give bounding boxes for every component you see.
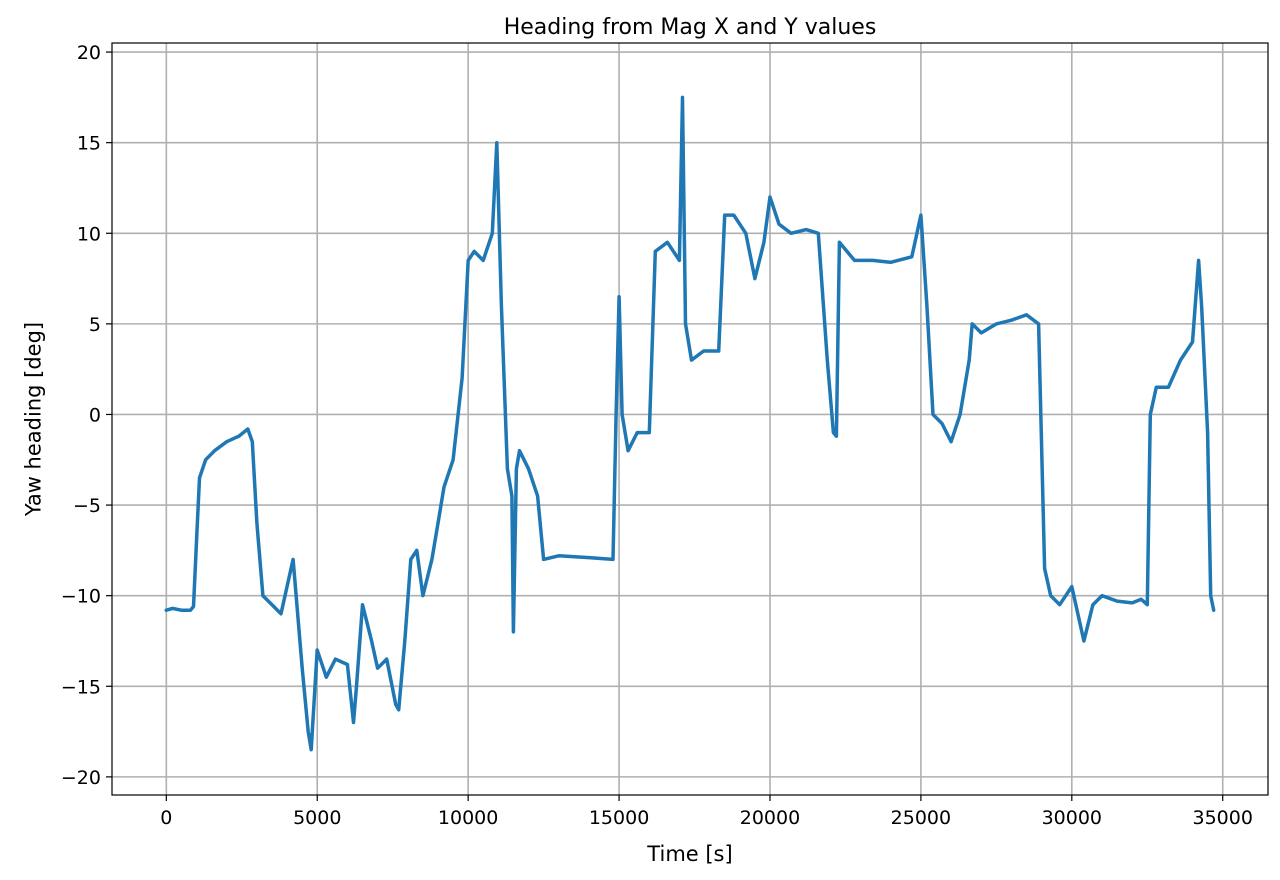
y-tick-label: 0 — [89, 404, 101, 426]
grid-lines — [112, 43, 1268, 795]
x-tick-label: 25000 — [891, 807, 951, 829]
plot-frame — [111, 42, 1269, 796]
x-tick-label: 0 — [160, 807, 172, 829]
plot-area — [164, 95, 1216, 752]
y-tick-label: −15 — [61, 676, 101, 698]
x-tick-label: 30000 — [1042, 807, 1102, 829]
axis-ticks: 0 5000 10000 15000 20000 25000 30000 35000 −20 −1… — [61, 42, 1253, 829]
y-tick-label: 5 — [89, 314, 101, 336]
x-tick-label: 35000 — [1192, 807, 1252, 829]
y-tick-label: −20 — [61, 767, 101, 789]
x-tick-label: 10000 — [438, 807, 498, 829]
y-axis-label: Yaw heading [deg] — [21, 322, 45, 517]
y-tick-label: 15 — [77, 133, 101, 155]
x-tick-label: 20000 — [740, 807, 800, 829]
chart-title: Heading from Mag X and Y values — [504, 15, 877, 40]
y-tick-label: 20 — [77, 42, 101, 64]
x-tick-label: 5000 — [293, 807, 341, 829]
x-axis-label: Time [s] — [646, 842, 732, 866]
series-line — [164, 95, 1216, 752]
y-tick-label: −10 — [61, 586, 101, 608]
y-tick-label: −5 — [73, 495, 101, 517]
y-tick-label: 10 — [77, 223, 101, 245]
x-tick-label: 15000 — [589, 807, 649, 829]
